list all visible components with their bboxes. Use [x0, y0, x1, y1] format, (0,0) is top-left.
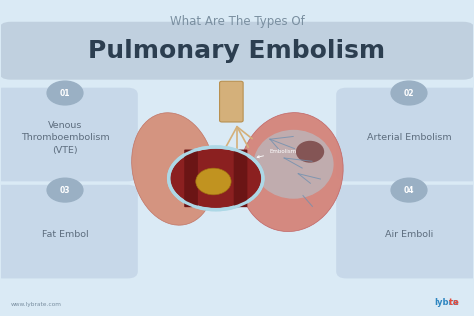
Text: Fat Embol: Fat Embol: [42, 230, 88, 239]
FancyBboxPatch shape: [0, 22, 474, 80]
Circle shape: [47, 178, 83, 202]
Text: What Are The Types Of: What Are The Types Of: [170, 15, 304, 28]
Text: lybra: lybra: [434, 298, 458, 307]
Text: Air Emboli: Air Emboli: [385, 230, 433, 239]
FancyBboxPatch shape: [0, 185, 138, 278]
Circle shape: [169, 147, 263, 210]
Text: Arterial Embolism: Arterial Embolism: [367, 133, 451, 142]
Text: www.lybrate.com: www.lybrate.com: [11, 302, 62, 307]
FancyBboxPatch shape: [0, 88, 138, 181]
FancyBboxPatch shape: [336, 185, 474, 278]
Text: Embolism: Embolism: [257, 149, 296, 158]
Ellipse shape: [296, 141, 324, 163]
Ellipse shape: [239, 112, 343, 232]
Text: Pulmonary Embolism: Pulmonary Embolism: [89, 39, 385, 63]
Ellipse shape: [254, 130, 334, 199]
FancyBboxPatch shape: [234, 149, 247, 207]
FancyBboxPatch shape: [219, 81, 243, 122]
Text: 03: 03: [60, 185, 70, 195]
Ellipse shape: [196, 168, 231, 195]
Text: 04: 04: [404, 185, 414, 195]
Text: Venous
Thromboembolism
(VTE): Venous Thromboembolism (VTE): [21, 121, 109, 155]
Circle shape: [47, 81, 83, 105]
Circle shape: [391, 178, 427, 202]
Text: 01: 01: [60, 88, 70, 98]
FancyBboxPatch shape: [336, 88, 474, 181]
Ellipse shape: [132, 113, 215, 225]
Circle shape: [391, 81, 427, 105]
FancyBboxPatch shape: [184, 149, 198, 207]
Text: te: te: [426, 298, 458, 307]
Text: 02: 02: [404, 88, 414, 98]
